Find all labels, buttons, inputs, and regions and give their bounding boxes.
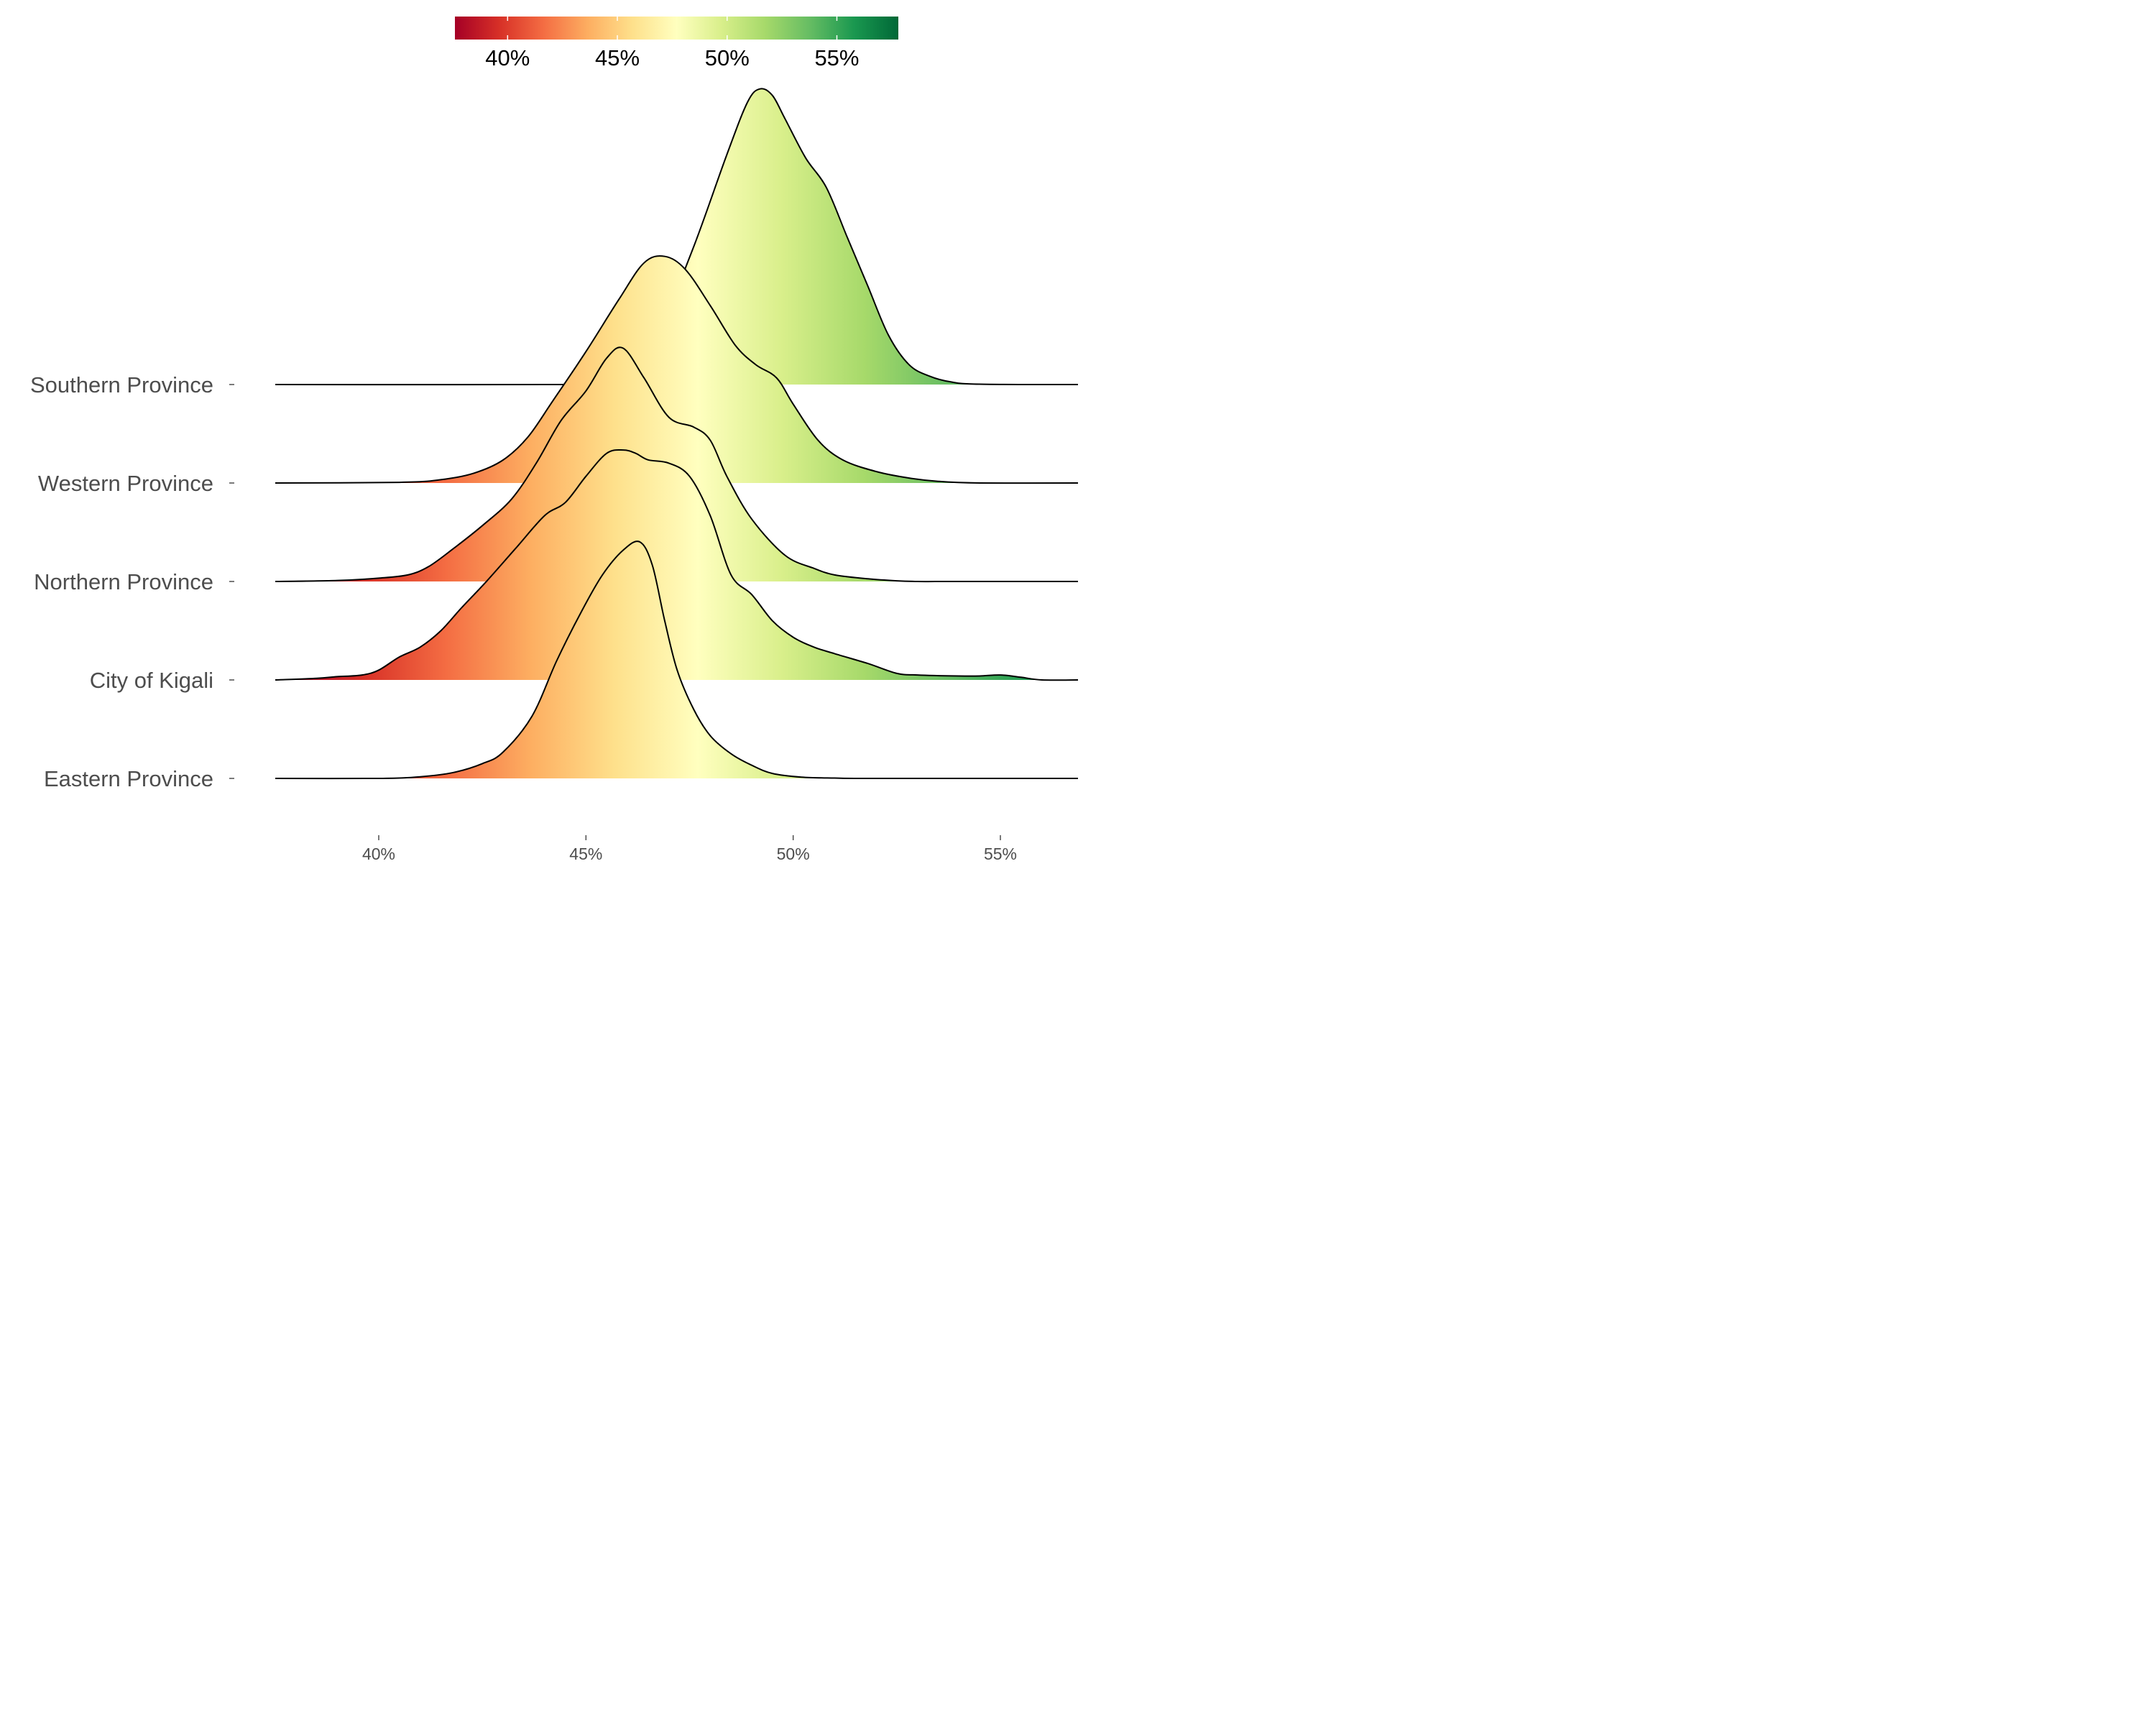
ridgeline-chart: 40% 45% 50% 55% Southern Province Western Pr… xyxy=(0,0,1108,887)
colorbar: 40% 45% 50% 55% xyxy=(455,17,898,70)
ridge-city-of-kigali xyxy=(275,448,1079,681)
ridge-outline xyxy=(275,346,1078,583)
y-tick-label: Eastern Province xyxy=(44,766,213,791)
colorbar-gradient xyxy=(455,17,898,40)
x-tick-label: 50% xyxy=(777,845,810,863)
ridge-outline xyxy=(275,255,1079,484)
x-tick-label: 55% xyxy=(984,845,1017,863)
plot-area xyxy=(275,88,1079,780)
ridge-fill xyxy=(275,347,1078,582)
colorbar-tick-label: 45% xyxy=(595,45,640,70)
ridge-eastern-province xyxy=(275,540,1079,780)
ridge-fill xyxy=(275,541,1078,779)
x-axis: 40% 45% 50% 55% xyxy=(362,835,1017,863)
ridge-western-province xyxy=(275,255,1079,484)
ridge-fill xyxy=(275,449,1078,681)
y-tick-label: Southern Province xyxy=(30,372,213,397)
y-tick-label: Western Province xyxy=(38,471,213,496)
ridge-northern-province xyxy=(275,346,1078,583)
y-tick-label: City of Kigali xyxy=(90,668,213,693)
y-tick-label: Northern Province xyxy=(34,569,213,594)
ridge-fill xyxy=(275,256,1078,484)
colorbar-tick-label: 55% xyxy=(814,45,859,70)
colorbar-tick-label: 40% xyxy=(485,45,530,70)
x-tick-label: 45% xyxy=(569,845,602,863)
colorbar-tick-label: 50% xyxy=(705,45,750,70)
chart-canvas: 40% 45% 50% 55% Southern Province Western Pr… xyxy=(30,17,1079,863)
x-tick-label: 40% xyxy=(362,845,395,863)
ridge-outline xyxy=(275,540,1079,780)
y-axis: Southern Province Western Province Norther… xyxy=(30,372,234,791)
ridge-outline xyxy=(275,448,1079,681)
